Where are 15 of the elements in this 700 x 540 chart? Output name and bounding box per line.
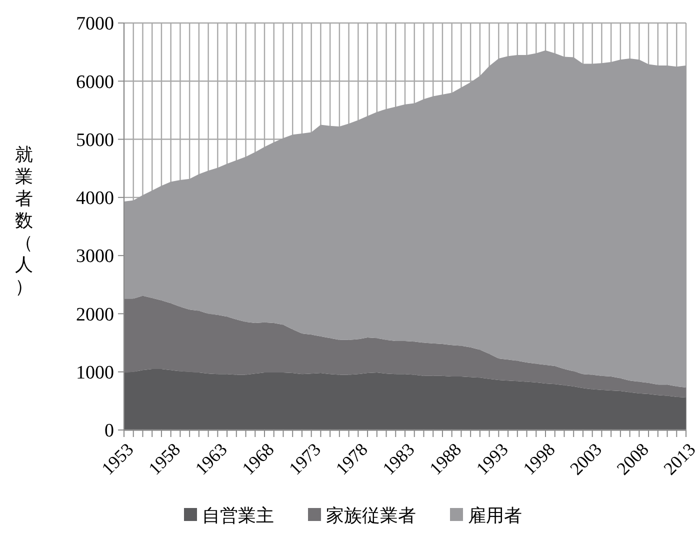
y-tick-label: 4000 <box>76 188 114 210</box>
y-tick-label: 5000 <box>76 130 114 151</box>
y-axis-title: 就業者数（人） <box>15 144 33 298</box>
y-tick-label: 7000 <box>76 14 114 35</box>
y-tick-label: 1000 <box>76 362 114 384</box>
y-tick-label: 6000 <box>76 72 114 93</box>
x-tick-label: 1958 <box>144 439 184 479</box>
y-tick-label: 3000 <box>76 246 114 268</box>
legend-label: 家族従業者 <box>326 505 416 526</box>
y-tick-label: 2000 <box>76 304 114 326</box>
legend-label: 雇用者 <box>468 505 522 526</box>
legend-label: 自営業主 <box>202 505 274 526</box>
y-tick-label: 0 <box>104 420 114 442</box>
x-tick-label: 1973 <box>285 439 325 479</box>
x-tick-label: 1988 <box>426 439 466 479</box>
